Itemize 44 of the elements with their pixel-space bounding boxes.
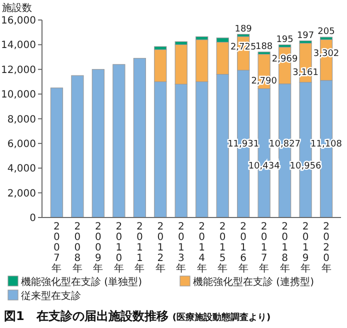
bar xyxy=(133,58,146,218)
data-label: 2,969 xyxy=(272,54,298,65)
y-tick-label: 16,000 xyxy=(1,16,36,26)
x-tick-label: 2010年 xyxy=(114,222,124,274)
bar xyxy=(112,64,126,218)
x-tick-label: 2011年 xyxy=(134,222,145,274)
x-tick-label: 2015年 xyxy=(218,222,228,274)
legend-label: 従来型在支診 xyxy=(21,290,81,302)
data-label: 2,725 xyxy=(230,42,256,52)
bar xyxy=(50,88,64,218)
data-label: 2,790 xyxy=(251,76,278,86)
x-tick-label: 2007年 xyxy=(52,222,62,274)
data-label: 3,302 xyxy=(313,49,340,60)
x-tick-label: 2008年 xyxy=(72,222,82,274)
y-tick-label: 4,000 xyxy=(7,164,36,175)
legend-label: 機能強化型在支診 (単独型) xyxy=(21,276,142,288)
text: (医療施設動態調査より) xyxy=(172,312,271,323)
x-tick-label: 2009年 xyxy=(93,222,104,274)
x-tick-label: 2019年 xyxy=(300,222,311,274)
legend-label: 機能強化型在支診 (連携型) xyxy=(193,276,314,288)
data-label: 205 xyxy=(318,27,335,38)
data-label: 197 xyxy=(296,30,314,41)
x-tick-label: 2018年 xyxy=(280,222,290,274)
x-tick-label: 2014年 xyxy=(196,222,207,274)
y-tick-label: 6,000 xyxy=(7,138,36,150)
data-label: 3,161 xyxy=(292,68,318,78)
y-tick-label: 14,000 xyxy=(1,40,36,52)
bar xyxy=(71,75,84,218)
x-tick-label: 2013年 xyxy=(176,222,186,274)
y-tick-label: 10,000 xyxy=(1,90,36,101)
data-label: 189 xyxy=(234,24,252,34)
x-tick-label: 2012年 xyxy=(155,222,166,274)
y-tick-label: 2,000 xyxy=(7,188,36,200)
x-tick-label: 2020年 xyxy=(321,222,332,274)
y-tick-label: 12,000 xyxy=(1,64,36,76)
bar xyxy=(92,69,105,218)
data-label: 188 xyxy=(255,42,273,52)
x-tick-label: 2017年 xyxy=(259,222,270,274)
y-tick-label: 0 xyxy=(30,213,36,224)
y-axis-title: 施設数 xyxy=(2,2,32,14)
y-tick-label: 8,000 xyxy=(7,114,36,126)
data-label: 195 xyxy=(276,34,294,45)
text: 図1 在支診の届出施設数推移 xyxy=(4,309,168,323)
x-tick-label: 2016年 xyxy=(238,222,248,274)
